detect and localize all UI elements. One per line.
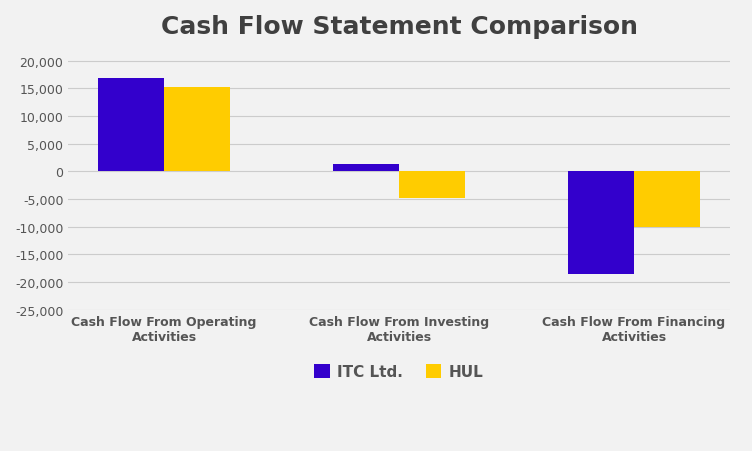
- Title: Cash Flow Statement Comparison: Cash Flow Statement Comparison: [161, 15, 638, 39]
- Bar: [99, 79, 164, 172]
- Bar: [399, 172, 465, 198]
- Bar: [164, 88, 230, 172]
- Legend: ITC Ltd., HUL: ITC Ltd., HUL: [308, 358, 490, 385]
- Bar: [333, 164, 399, 172]
- Bar: [569, 172, 634, 274]
- Bar: [634, 172, 700, 227]
